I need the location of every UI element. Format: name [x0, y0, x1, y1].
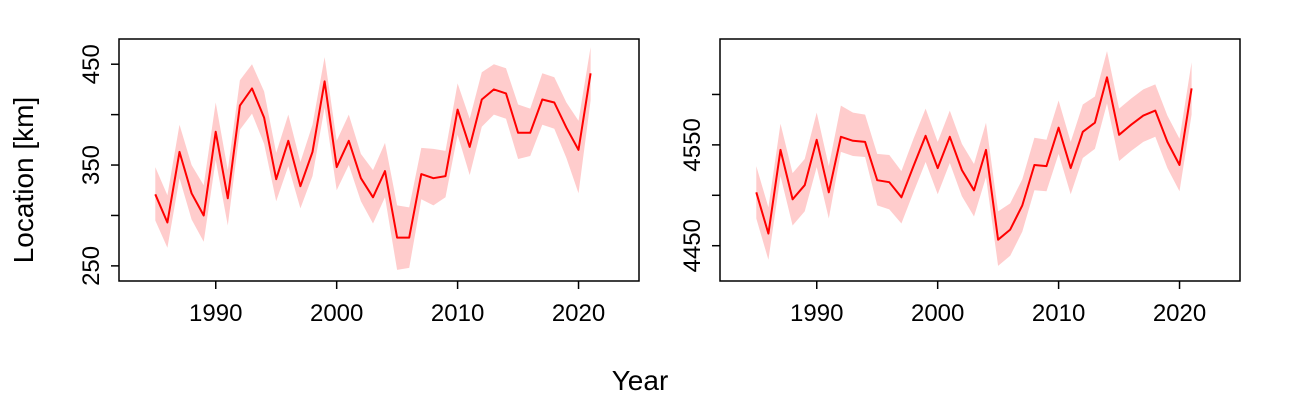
series-line: [755, 76, 1193, 241]
x-tick-label: 2020: [552, 300, 605, 327]
series-line: [154, 73, 592, 239]
y-tick-label: 250: [78, 246, 105, 286]
confidence-band: [756, 51, 1192, 266]
plot-frame: [719, 38, 1241, 282]
left-panel: 1990 2000 2010 2020 250 350 450: [78, 38, 640, 327]
x-tick-label: 2020: [1153, 300, 1206, 327]
y-tick-label: 4550: [679, 118, 706, 171]
figure-x-label: Year: [612, 365, 669, 396]
plot-frame: [118, 38, 640, 282]
x-tick-label: 1990: [189, 300, 242, 327]
y-tick-label: 4450: [679, 219, 706, 272]
x-tick-label: 1990: [790, 300, 843, 327]
x-tick-label: 2000: [310, 300, 363, 327]
x-tick-label: 2010: [1032, 300, 1085, 327]
x-tick-label: 2010: [431, 300, 484, 327]
right-panel: 1990 2000 2010 2020 4450 4550: [679, 38, 1241, 327]
x-tick-label: 2000: [911, 300, 964, 327]
figure-y-label: Location [km]: [8, 97, 39, 264]
y-tick-label: 450: [78, 44, 105, 84]
y-tick-label: 350: [78, 145, 105, 185]
